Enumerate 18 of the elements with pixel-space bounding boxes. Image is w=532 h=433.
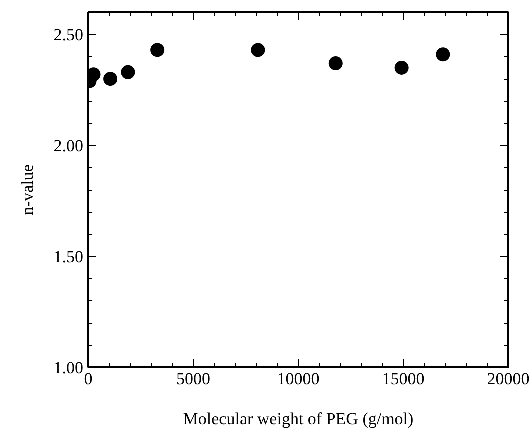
- point: [104, 72, 118, 86]
- y-tick-label: 2.00: [54, 136, 84, 156]
- point: [150, 43, 165, 58]
- x-tick-label: 20000: [487, 370, 530, 388]
- point: [394, 60, 409, 75]
- x-tick-label: 15000: [382, 370, 425, 388]
- point: [436, 48, 450, 62]
- x-tick-label: 5000: [176, 370, 210, 388]
- x-axis-title: Molecular weight of PEG (g/mol): [183, 410, 414, 428]
- y-tick-label: 1.50: [54, 248, 84, 267]
- x-tick-label: 0: [84, 370, 93, 388]
- point: [251, 43, 266, 58]
- y-tick-label: 2.50: [54, 26, 84, 45]
- y-axis-title: n-value: [18, 164, 37, 216]
- point: [121, 65, 136, 80]
- y-tick-label: 1.00: [54, 358, 84, 378]
- point: [328, 56, 343, 71]
- x-tick-label: 10000: [277, 370, 320, 388]
